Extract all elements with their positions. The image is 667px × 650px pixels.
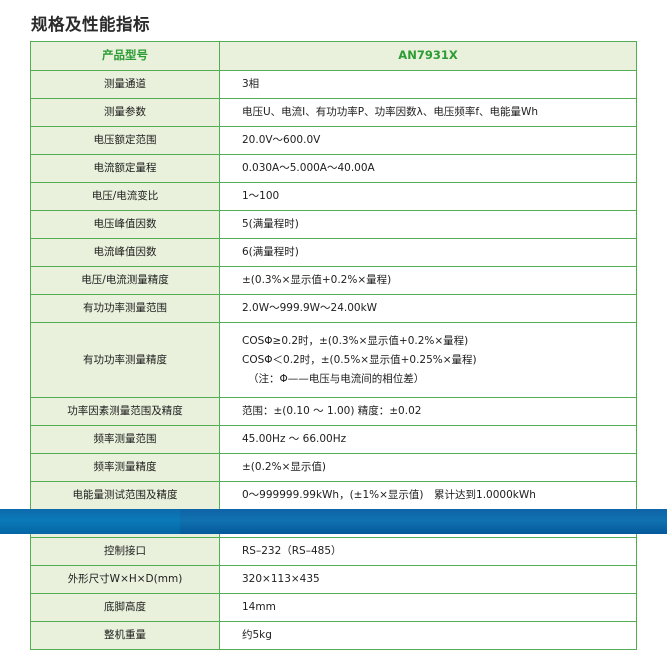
row-value: 6(满量程时) <box>219 238 637 267</box>
table-row: 外形尺寸W×H×D(mm) 320×113×435 <box>30 565 637 594</box>
row-label: 电流额定量程 <box>30 154 220 183</box>
header-value-cell: AN7931X <box>219 41 637 71</box>
row-label: 有功功率测量范围 <box>30 294 220 323</box>
row-label: 有功功率测量精度 <box>30 322 220 398</box>
row-value-line: COSΦ＜0.2时，±(0.5%×显示值+0.25%×量程) <box>242 353 477 366</box>
table-row: 电压/电流测量精度 ±(0.3%×显示值+0.2%×量程) <box>30 266 637 295</box>
header-label-cell: 产品型号 <box>30 41 220 71</box>
row-label: 底脚高度 <box>30 593 220 622</box>
table-row: 频率测量精度 ±(0.2%×显示值) <box>30 453 637 482</box>
table-row: 有功功率测量范围 2.0W～999.9W～24.00kW <box>30 294 637 323</box>
row-value-note: （注：Φ——电压与电流间的相位差） <box>248 373 425 386</box>
row-value-line: COSΦ≥0.2时，±(0.3%×显示值+0.2%×量程) <box>242 334 469 347</box>
row-value: 2.0W～999.9W～24.00kW <box>219 294 637 323</box>
table-row: 电流峰值因数 6(满量程时) <box>30 238 637 267</box>
banner-right-segment <box>180 509 667 534</box>
row-label: 控制接口 <box>30 537 220 566</box>
row-label: 测量通道 <box>30 70 220 99</box>
table-row: 测量参数 电压U、电流I、有功功率P、功率因数λ、电压频率f、电能量Wh <box>30 98 637 127</box>
row-label: 电压额定范围 <box>30 126 220 155</box>
table-row: 控制接口 RS–232（RS–485） <box>30 537 637 566</box>
row-value: ±(0.3%×显示值+0.2%×量程) <box>219 266 637 295</box>
row-value: 3相 <box>219 70 637 99</box>
table-row: 电能量测试范围及精度 0～999999.99kWh，(±1%×显示值) 累计达到… <box>30 481 637 510</box>
row-value: 0～999999.99kWh，(±1%×显示值) 累计达到1.0000kWh <box>219 481 637 510</box>
row-value: 320×113×435 <box>219 565 637 594</box>
row-value: 14mm <box>219 593 637 622</box>
table-row-multiline: 有功功率测量精度 COSΦ≥0.2时，±(0.3%×显示值+0.2%×量程) C… <box>30 322 637 398</box>
row-label: 电压峰值因数 <box>30 210 220 239</box>
table-row: 频率测量范围 45.00Hz ～ 66.00Hz <box>30 425 637 454</box>
row-label: 测量参数 <box>30 98 220 127</box>
row-value: 1～100 <box>219 182 637 211</box>
specifications-table: 产品型号 AN7931X 测量通道 3相 测量参数 电压U、电流I、有功功率P、… <box>30 41 637 650</box>
row-value-multiline: COSΦ≥0.2时，±(0.3%×显示值+0.2%×量程) COSΦ＜0.2时，… <box>219 322 637 398</box>
table-row: 电流额定量程 0.030A～5.000A～40.00A <box>30 154 637 183</box>
row-value: 范围：±(0.10 ～ 1.00) 精度：±0.02 <box>219 397 637 426</box>
row-value: 20.0V～600.0V <box>219 126 637 155</box>
row-value: 0.030A～5.000A～40.00A <box>219 154 637 183</box>
row-value: 45.00Hz ～ 66.00Hz <box>219 425 637 454</box>
table-row: 电压额定范围 20.0V～600.0V <box>30 126 637 155</box>
page-title: 规格及性能指标 <box>31 15 150 34</box>
table-header-row: 产品型号 AN7931X <box>30 41 637 71</box>
table-row: 整机重量 约5kg <box>30 621 637 650</box>
row-label: 频率测量范围 <box>30 425 220 454</box>
table-row: 功率因素测量范围及精度 范围：±(0.10 ～ 1.00) 精度：±0.02 <box>30 397 637 426</box>
row-value: 电压U、电流I、有功功率P、功率因数λ、电压频率f、电能量Wh <box>219 98 637 127</box>
row-label: 电压/电流变比 <box>30 182 220 211</box>
row-label: 频率测量精度 <box>30 453 220 482</box>
row-label: 电能量测试范围及精度 <box>30 481 220 510</box>
row-label: 电压/电流测量精度 <box>30 266 220 295</box>
table-row: 电压/电流变比 1～100 <box>30 182 637 211</box>
row-value: RS–232（RS–485） <box>219 537 637 566</box>
table-row: 测量通道 3相 <box>30 70 637 99</box>
table-row: 底脚高度 14mm <box>30 593 637 622</box>
row-label: 整机重量 <box>30 621 220 650</box>
row-label: 功率因素测量范围及精度 <box>30 397 220 426</box>
row-value: 约5kg <box>219 621 637 650</box>
row-label: 外形尺寸W×H×D(mm) <box>30 565 220 594</box>
table-row: 电压峰值因数 5(满量程时) <box>30 210 637 239</box>
row-label: 电流峰值因数 <box>30 238 220 267</box>
row-value: 5(满量程时) <box>219 210 637 239</box>
banner-left-segment <box>0 509 180 534</box>
bottom-banner-bar <box>0 509 667 534</box>
table-body: 产品型号 AN7931X 测量通道 3相 测量参数 电压U、电流I、有功功率P、… <box>30 41 637 650</box>
row-value: ±(0.2%×显示值) <box>219 453 637 482</box>
